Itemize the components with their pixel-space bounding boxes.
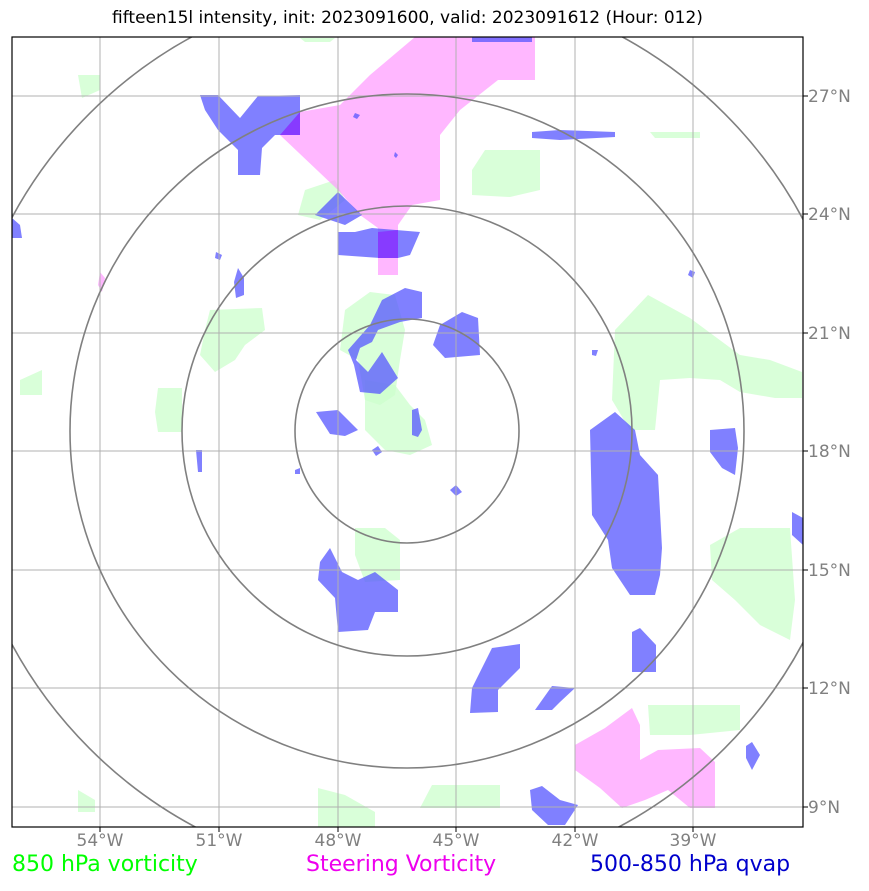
qvap-patch [12, 218, 22, 238]
vort850-patch [355, 528, 400, 582]
lon-label: 45°W [433, 831, 480, 851]
qvap-patch [632, 628, 656, 672]
qvap-patch [196, 450, 202, 472]
lon-label: 39°W [670, 831, 717, 851]
graticule [12, 37, 803, 827]
vort850-patch [648, 705, 740, 735]
qvap-patch [394, 152, 398, 158]
vort850-patch [472, 150, 540, 197]
qvap-patch [470, 644, 520, 713]
vort850-patch [365, 380, 432, 455]
qvap-patch [530, 786, 578, 825]
qvap-patch [792, 512, 803, 545]
vort850-patch [200, 308, 265, 372]
qvap-patch [200, 95, 300, 175]
vort850-patch [650, 132, 700, 138]
vort850-patch [78, 75, 100, 98]
vort850-patch [300, 38, 335, 42]
map-layers [12, 37, 803, 827]
lat-labels: 27°N 24°N 21°N 18°N 15°N 12°N 9°N [808, 87, 851, 818]
qvap-patch [234, 268, 244, 298]
axis-ticks [99, 95, 808, 832]
qvap-patch [592, 350, 598, 356]
lon-label: 42°W [552, 831, 599, 851]
vort850-patch [420, 785, 500, 808]
lon-label: 54°W [77, 831, 124, 851]
overlap-patch [378, 230, 398, 258]
lat-label: 15°N [808, 561, 851, 581]
range-ring [69, 93, 745, 769]
range-ring [181, 205, 633, 657]
legend-qvap: 500-850 hPa qvap [590, 852, 791, 877]
map-frame [11, 36, 804, 828]
range-ring [294, 318, 520, 544]
range-rings [12, 37, 803, 827]
qvap-patch [348, 288, 422, 394]
overlap-layer [280, 112, 398, 258]
lat-label: 21°N [808, 324, 851, 344]
lat-label: 12°N [808, 679, 851, 699]
legend-steering-vorticity: Steering Vorticity [306, 852, 497, 877]
overlap-patch [280, 112, 300, 135]
map-title: fifteen15l intensity, init: 2023091600, … [112, 8, 703, 28]
qvap-patch [316, 410, 358, 436]
lat-label: 24°N [808, 205, 851, 225]
qvap-patch [472, 37, 532, 42]
vort850-patch [78, 790, 95, 812]
lon-label: 48°W [315, 831, 362, 851]
qvap-patch [746, 742, 760, 770]
qvap-patch [535, 686, 575, 710]
qvap-patch [353, 113, 360, 119]
qvap-patch [295, 468, 300, 474]
vort850-patch [298, 180, 345, 220]
qvap-patch [532, 130, 615, 140]
vort850-patch [710, 528, 795, 640]
legend-850-vorticity: 850 hPa vorticity [12, 852, 198, 877]
vort850-patch [20, 370, 42, 395]
lon-labels: 54°W 51°W 48°W 45°W 42°W 39°W [77, 831, 717, 851]
vort850-patch [612, 295, 802, 430]
lon-label: 51°W [196, 831, 243, 851]
lat-label: 27°N [808, 87, 851, 107]
qvap-patch [590, 412, 662, 595]
qvap-patch [412, 408, 422, 437]
lat-label: 18°N [808, 442, 851, 462]
lat-label: 9°N [808, 798, 840, 818]
steering-patch [575, 708, 715, 808]
vort850-patch [155, 388, 182, 432]
qvap-patch [688, 270, 695, 278]
